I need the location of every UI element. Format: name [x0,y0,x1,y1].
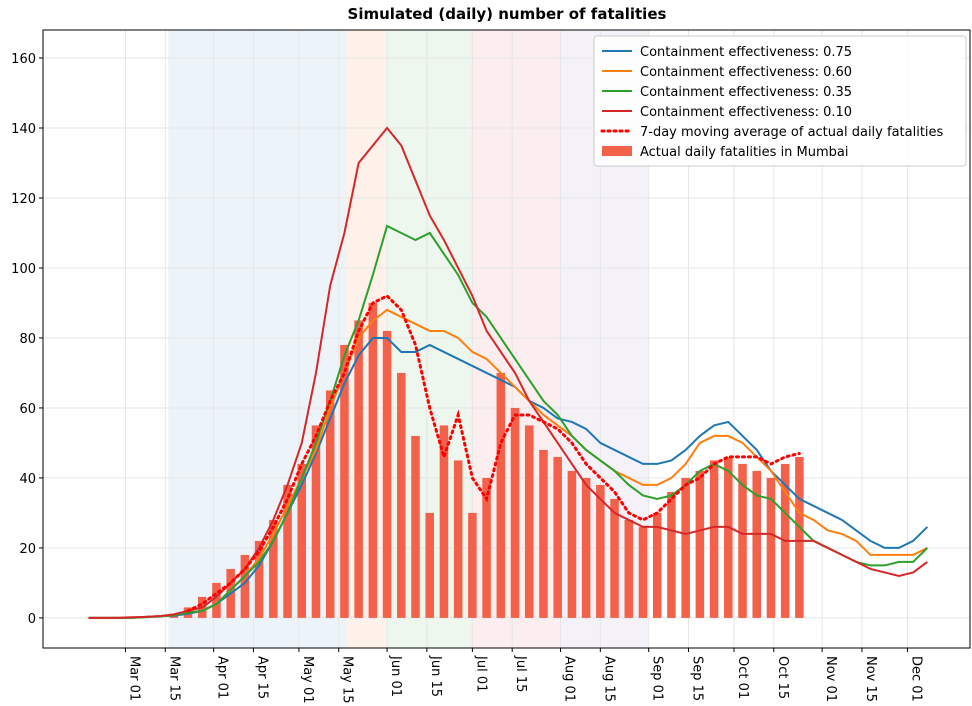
bar [354,320,363,618]
bar [539,449,548,618]
legend-label: Containment effectiveness: 0.35 [640,85,852,100]
bar [766,477,776,618]
legend-swatch [602,146,632,156]
bar [553,456,562,618]
bar [269,519,278,618]
bar [638,526,648,618]
x-tick-label: Jul 01 [473,655,488,692]
bar [624,519,634,618]
bar [340,344,349,618]
bar [468,512,477,618]
legend-label: Containment effectiveness: 0.60 [640,65,852,80]
legend-label: Containment effectiveness: 0.10 [640,105,852,120]
plot-frame [42,29,971,649]
legend-box [593,35,967,167]
x-tick-label: Sep 15 [689,656,704,701]
bar [695,470,705,618]
x-tick-label: Aug 15 [601,656,616,702]
x-tick-label: Jun 01 [388,655,403,697]
bar [681,477,690,618]
series-line [88,336,929,619]
bar [382,330,392,618]
bar [439,425,449,618]
bar [283,484,292,618]
bar [652,512,662,618]
bar [254,540,264,618]
y-tick-label: 160 [11,52,36,67]
bar [496,372,506,618]
x-tick-label: Oct 01 [735,656,750,699]
bar [510,407,520,618]
x-tick-label: Mar 01 [126,656,141,701]
x-tick-label: Jun 15 [428,655,443,697]
bar [297,463,307,618]
bar [411,435,420,618]
y-tick-label: 100 [11,262,36,277]
bar [581,477,591,618]
x-tick-label: Apr 15 [254,656,269,699]
x-tick-label: Nov 01 [823,656,838,702]
x-tick-label: May 01 [300,656,315,704]
bar [752,470,761,618]
y-tick-label: 40 [19,472,36,487]
bar [453,460,463,618]
bar [212,582,221,618]
bar [724,456,733,618]
bar [738,463,747,618]
bar [567,470,577,618]
y-tick-label: 120 [11,192,36,207]
y-tick-label: 80 [19,332,36,347]
x-tick-label: Aug 01 [562,656,577,702]
bar [397,372,406,618]
x-tick-label: Sep 01 [650,656,665,701]
x-tick-label: Oct 15 [775,656,790,699]
legend-label: 7-day moving average of actual daily fat… [640,125,944,140]
x-tick-label: May 15 [340,656,355,704]
legend-label: Actual daily fatalities in Mumbai [640,145,849,160]
bar [368,302,378,618]
shaded-period [346,30,387,648]
legend-label: Containment effectiveness: 0.75 [640,45,852,60]
legend: Containment effectiveness: 0.75 Containme… [593,35,967,167]
y-tick-label: 60 [19,402,36,417]
bar [482,477,491,618]
x-tick-label: Mar 15 [166,656,181,701]
bar [596,484,605,618]
series-line [88,224,929,619]
x-tick-label: Dec 01 [908,656,923,702]
bar [524,425,534,618]
bar [667,491,676,618]
bar [709,460,719,618]
y-tick-label: 20 [19,542,36,557]
bar [325,390,335,618]
chart-title: Simulated (daily) number of fatalities [348,5,667,23]
bar [311,425,321,618]
bar [610,498,619,618]
y-tick-label: 0 [28,612,36,627]
bar [425,512,434,618]
x-tick-label: Jul 15 [513,655,528,692]
moving-average-line [186,294,801,613]
y-tick-label: 140 [11,122,36,137]
x-tick-label: Apr 01 [215,656,230,699]
bar [240,554,250,618]
x-tick-label: Nov 15 [863,656,878,702]
bar [795,456,804,618]
